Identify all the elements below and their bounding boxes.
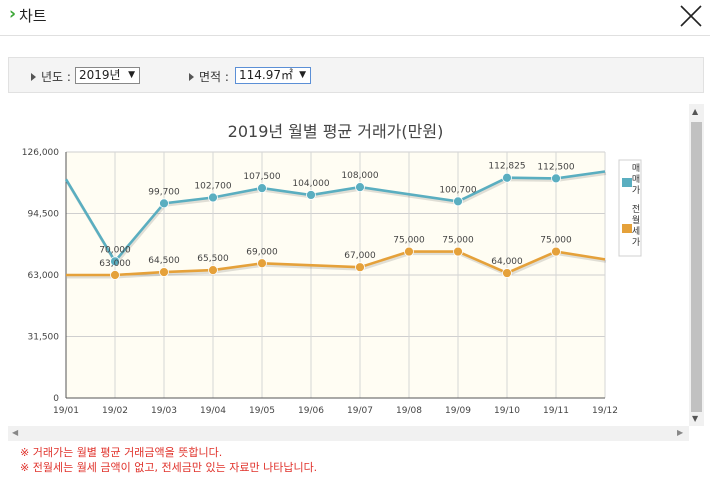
data-label: 100,700 [439, 185, 476, 195]
y-tick-label: 126,000 [22, 148, 59, 158]
data-label: 75,000 [442, 236, 474, 246]
x-tick-label: 19/03 [151, 406, 177, 416]
data-label: 107,500 [243, 172, 280, 182]
x-tick-label: 19/04 [200, 406, 226, 416]
data-label: 75,000 [393, 236, 425, 246]
data-label: 99,700 [148, 187, 180, 197]
data-label: 65,500 [197, 254, 229, 264]
data-point [257, 258, 267, 269]
area-select-value: 114.97㎡ [239, 68, 293, 82]
data-point [551, 246, 561, 257]
data-label: 102,700 [194, 181, 231, 191]
data-point [208, 192, 218, 203]
filter-bar: 년도 : 2019년 ▼ 면적 : 114.97㎡ ▼ [8, 57, 704, 93]
x-tick-label: 19/02 [102, 406, 128, 416]
data-point [502, 268, 512, 278]
data-point [551, 173, 561, 184]
data-label: 70,000 [99, 245, 131, 255]
data-point [159, 267, 169, 277]
scroll-down-icon[interactable]: ▼ [692, 414, 699, 423]
data-point [502, 172, 512, 183]
data-label: 75,000 [540, 236, 572, 246]
note-line: ※ 거래가는 월별 평균 거래금액을 뜻합니다. [20, 446, 223, 459]
window-title: 차트 [19, 7, 47, 25]
data-point [404, 246, 414, 257]
close-icon[interactable] [678, 3, 704, 29]
legend-label-glyph: 가 [632, 237, 640, 248]
year-filter-label: 년도 : [31, 68, 71, 85]
legend-label-glyph: 월 [632, 214, 640, 226]
triangle-right-icon [31, 73, 36, 81]
data-point [355, 182, 365, 193]
x-tick-label: 19/05 [249, 406, 275, 416]
y-tick-label: 63,000 [28, 271, 60, 281]
data-point [257, 183, 267, 194]
data-point [453, 246, 463, 257]
data-point [355, 262, 365, 273]
data-label: 112,500 [537, 162, 574, 172]
data-point [159, 198, 169, 209]
vertical-scrollbar[interactable]: ▲ ▼ [689, 104, 704, 426]
legend-label-glyph: 매 [632, 174, 640, 185]
data-point [208, 265, 218, 276]
horizontal-scrollbar[interactable]: ◀ ▶ [8, 426, 689, 441]
legend-label-glyph: 매 [632, 163, 640, 174]
chevron-right-icon: › [9, 4, 17, 24]
note-line: ※ 전월세는 월세 금액이 없고, 전세금만 있는 자료만 나타납니다. [20, 461, 318, 474]
scroll-right-icon[interactable]: ▶ [677, 428, 684, 437]
triangle-right-icon [189, 73, 194, 81]
data-point [306, 190, 316, 200]
scroll-up-icon[interactable]: ▲ [692, 107, 699, 116]
data-label: 63,000 [99, 259, 131, 269]
chart-panel: 2019년 월별 평균 거래가(만원) 0 31,500 63,000 94,500 12… [8, 104, 689, 426]
data-label: 69,000 [246, 247, 278, 257]
y-tick-label: 94,500 [28, 210, 60, 220]
scrollbar-thumb[interactable] [691, 122, 702, 412]
data-label: 112,825 [488, 162, 525, 172]
year-select-value: 2019년 [79, 68, 121, 82]
notes: ※ 거래가는 월별 평균 거래금액을 뜻합니다. ※ 전월세는 월세 금액이 없… [20, 445, 317, 475]
year-select[interactable]: 2019년 ▼ [75, 67, 140, 84]
area-select[interactable]: 114.97㎡ ▼ [235, 67, 311, 84]
x-tick-label: 19/01 [53, 406, 79, 416]
data-point [110, 256, 120, 267]
legend-label-glyph: 세 [632, 226, 640, 237]
chart-title: 2019년 월별 평균 거래가(만원) [228, 122, 444, 141]
chevron-down-icon: ▼ [128, 70, 135, 80]
data-point [453, 196, 463, 207]
data-label: 104,000 [292, 179, 329, 189]
x-tick-label: 19/10 [494, 406, 520, 416]
x-tick-label: 19/11 [543, 406, 569, 416]
legend-label-glyph: 전 [632, 204, 640, 215]
line-chart: 2019년 월별 평균 거래가(만원) 0 31,500 63,000 94,500 12… [22, 122, 642, 416]
data-label: 64,500 [148, 256, 180, 266]
legend-label-glyph: 가 [632, 185, 640, 196]
x-tick-label: 19/09 [445, 406, 471, 416]
legend-swatch [622, 178, 632, 187]
window-header: › 차트 [0, 0, 710, 36]
y-tick-label: 0 [53, 394, 59, 404]
x-tick-label: 19/12 [592, 406, 618, 416]
data-label: 108,000 [341, 171, 378, 181]
data-point [110, 270, 120, 280]
legend-swatch [622, 224, 632, 233]
scroll-left-icon[interactable]: ◀ [12, 428, 19, 437]
chevron-down-icon: ▼ [299, 70, 306, 80]
data-label: 64,000 [491, 257, 523, 267]
area-filter-label: 면적 : [189, 68, 229, 85]
data-label: 67,000 [344, 251, 376, 261]
x-tick-label: 19/07 [347, 406, 373, 416]
x-tick-label: 19/06 [298, 406, 324, 416]
y-tick-label: 31,500 [28, 333, 60, 343]
x-tick-label: 19/08 [396, 406, 422, 416]
